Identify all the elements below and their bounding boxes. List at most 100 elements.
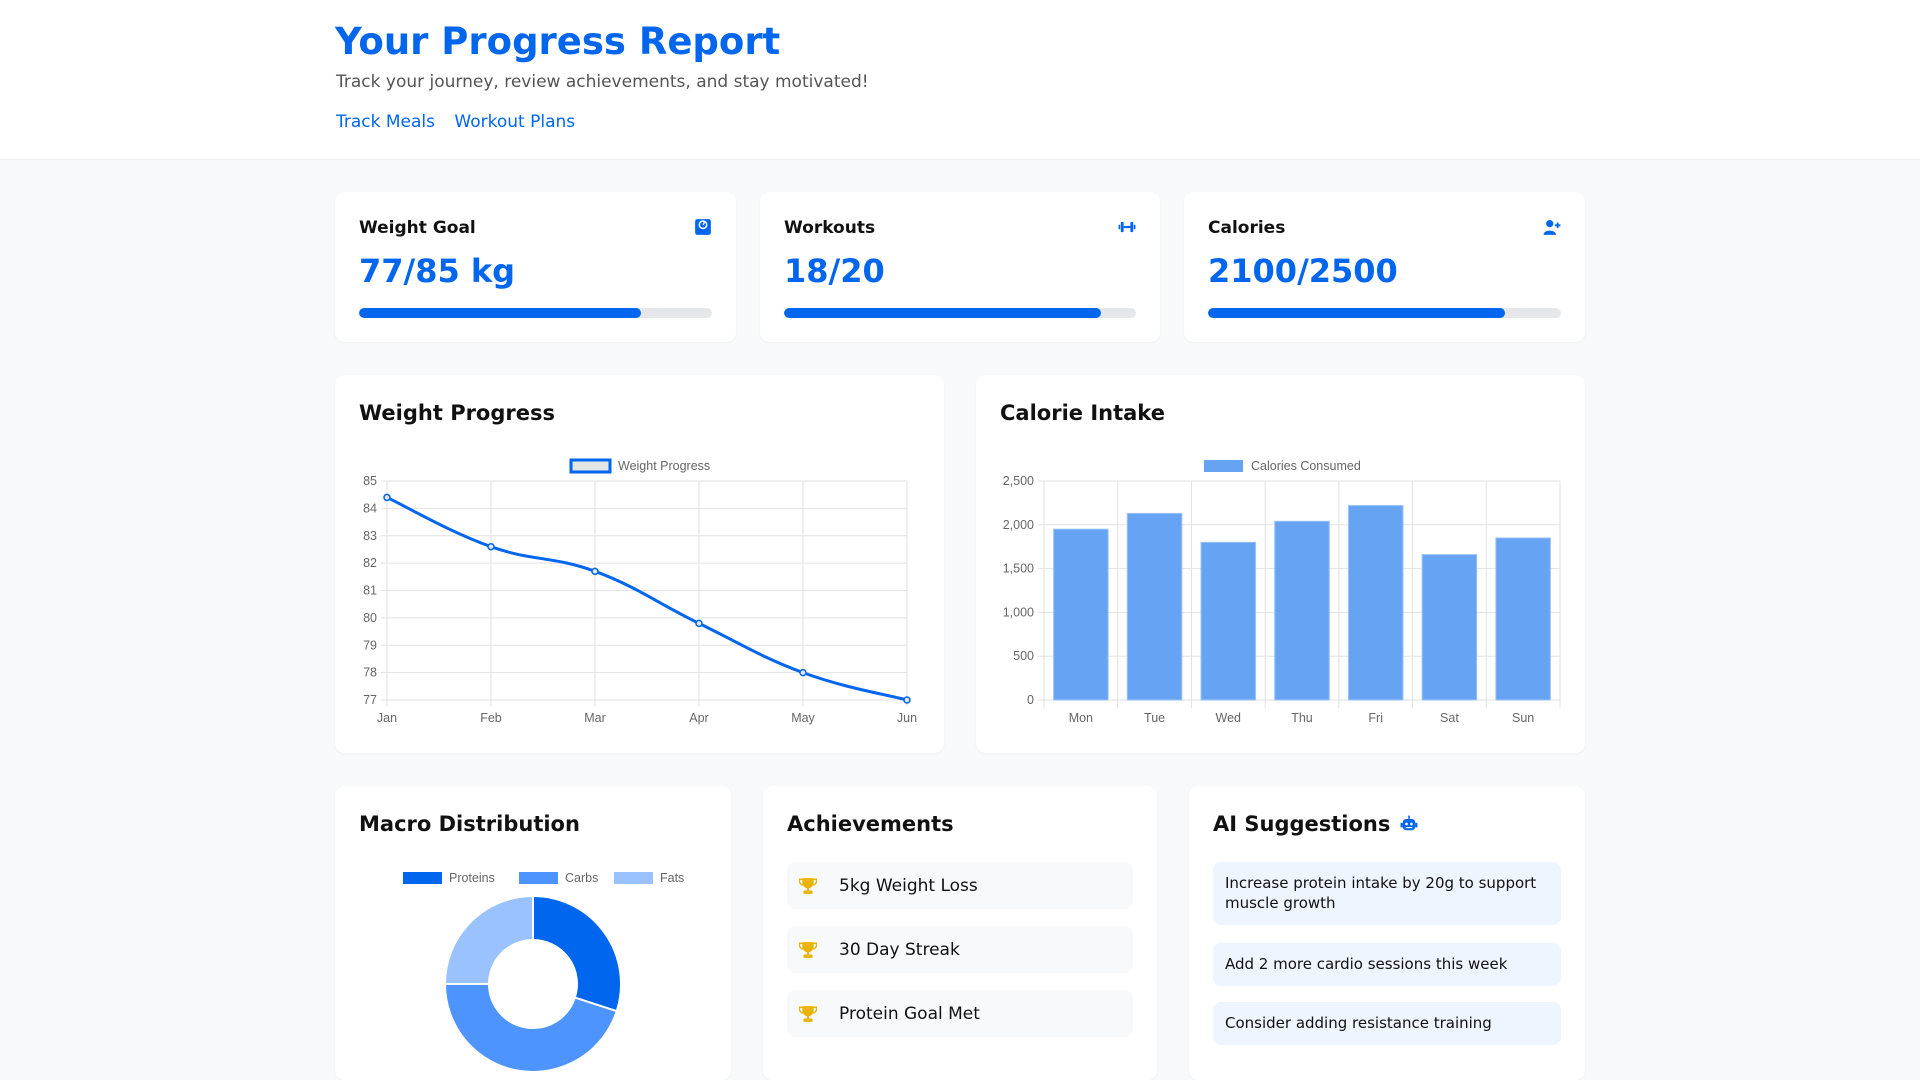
stat-value: 2100/2500 — [1208, 252, 1398, 290]
progress-bar — [1208, 308, 1561, 318]
x-tick-label: Wed — [1216, 711, 1242, 725]
x-tick-label: Apr — [689, 711, 708, 725]
stat-value: 77/85 kg — [359, 252, 516, 290]
page-subtitle: Track your journey, review achievements,… — [336, 72, 869, 92]
x-tick-label: May — [791, 711, 815, 725]
data-point — [487, 542, 495, 551]
x-tick-label: Feb — [480, 711, 502, 725]
legend-swatch — [569, 458, 612, 474]
stat-card-weight-goal: Weight Goal 77/85 kg — [335, 192, 736, 342]
x-tick-label: Mon — [1069, 711, 1093, 725]
weight-scale-icon — [695, 219, 711, 235]
donut-slice-proteins — [532, 894, 622, 1013]
calorie-bar — [1200, 541, 1257, 701]
achievement-item: 30 Day Streak — [787, 926, 1133, 973]
x-tick-label: Tue — [1144, 711, 1165, 725]
calorie-bar — [1053, 528, 1109, 701]
progress-fill — [359, 308, 642, 318]
progress-fill — [784, 308, 1101, 318]
y-tick-label: 80 — [363, 611, 377, 625]
data-point — [383, 493, 391, 502]
data-point — [903, 696, 911, 704]
achievement-item: Protein Goal Met — [787, 990, 1133, 1037]
suggestion-item: Add 2 more cardio sessions this week — [1213, 943, 1561, 986]
ai-suggestions-card: AI Suggestions Increase protein intake b… — [1189, 786, 1585, 1080]
suggestion-item: Consider adding resistance training — [1213, 1002, 1561, 1045]
y-tick-label: 84 — [363, 501, 377, 515]
stat-card-calories: Calories 2100/2500 — [1184, 192, 1585, 342]
page-header: Your Progress Report Track your journey,… — [0, 0, 1920, 160]
dumbbell-icon — [1118, 221, 1136, 233]
macro-donut-chart: Proteins Carbs Fats — [403, 871, 684, 1073]
x-tick-label: Jan — [377, 711, 397, 725]
macro-distribution-card: Macro Distribution Proteins Carbs Fats — [335, 786, 731, 1080]
stat-title: Calories — [1208, 218, 1286, 238]
calorie-bar — [1274, 520, 1330, 701]
track-meals-link[interactable]: Track Meals — [336, 112, 436, 132]
y-tick-label: 78 — [363, 666, 377, 680]
legend-label: Calories Consumed — [1251, 459, 1361, 473]
legend-label: Weight Progress — [618, 459, 710, 473]
card-title: Weight Progress — [359, 401, 555, 425]
calorie-bar — [1495, 537, 1551, 701]
y-tick-label: 83 — [363, 529, 377, 543]
x-tick-label: Sun — [1512, 711, 1534, 725]
data-point — [591, 567, 599, 576]
donut-slice-carbs — [443, 983, 618, 1073]
x-tick-label: Jun — [897, 711, 917, 725]
stat-title: Workouts — [784, 218, 876, 238]
weight-line — [386, 496, 908, 702]
y-tick-label: 79 — [363, 638, 377, 652]
calorie-bar — [1347, 505, 1404, 701]
trophy-icon — [799, 941, 817, 958]
robot-icon — [1400, 815, 1418, 831]
progress-fill — [1208, 308, 1505, 318]
legend-label: Carbs — [565, 871, 598, 885]
legend-label: Proteins — [449, 871, 495, 885]
y-tick-label: 1,000 — [1003, 605, 1034, 619]
progress-bar — [359, 308, 712, 318]
achievement-item: 5kg Weight Loss — [787, 862, 1133, 909]
achievement-label: 30 Day Streak — [839, 939, 960, 960]
trophy-icon — [799, 1005, 817, 1022]
achievement-label: Protein Goal Met — [839, 1003, 980, 1024]
stat-value: 18/20 — [784, 252, 885, 290]
ai-title-text: AI Suggestions — [1213, 812, 1391, 836]
data-point — [695, 619, 703, 628]
donut-slice-fats — [443, 894, 534, 985]
workout-plans-link[interactable]: Workout Plans — [454, 112, 576, 132]
legend-label: Fats — [660, 871, 684, 885]
page-title: Your Progress Report — [335, 20, 781, 63]
y-tick-label: 1,500 — [1003, 562, 1034, 576]
card-title: Macro Distribution — [359, 812, 580, 836]
x-tick-label: Fri — [1368, 711, 1383, 725]
card-title: Achievements — [787, 812, 954, 836]
y-tick-label: 2,000 — [1003, 518, 1034, 532]
stat-title: Weight Goal — [359, 218, 476, 238]
legend-swatch — [403, 872, 442, 884]
card-title: AI Suggestions — [1213, 812, 1418, 836]
x-tick-label: Mar — [584, 711, 606, 725]
progress-bar — [784, 308, 1136, 318]
legend-swatch — [519, 872, 558, 884]
achievements-card: Achievements 5kg Weight Loss 30 Day Strea… — [763, 786, 1157, 1080]
trophy-icon — [799, 877, 817, 894]
card-title: Calorie Intake — [1000, 401, 1165, 425]
header-nav: Track Meals Workout Plans — [336, 112, 589, 132]
y-tick-label: 85 — [363, 474, 377, 488]
y-tick-label: 0 — [1027, 693, 1034, 707]
y-tick-label: 2,500 — [1003, 474, 1034, 488]
x-tick-label: Sat — [1440, 711, 1459, 725]
y-tick-label: 82 — [363, 556, 377, 570]
calorie-intake-card: Calorie Intake 2,500 2,000 1,500 1,000 500 0 M… — [976, 375, 1585, 753]
legend-swatch — [614, 872, 653, 884]
user-plus-icon — [1543, 220, 1561, 235]
calorie-bar — [1126, 512, 1183, 701]
suggestion-item: Increase protein intake by 20g to suppor… — [1213, 862, 1561, 925]
y-tick-label: 500 — [1013, 649, 1034, 663]
weight-progress-card: Weight Progress 85 84 83 82 81 80 79 78 77 Jan Feb… — [335, 375, 944, 753]
y-tick-label: 81 — [363, 584, 377, 598]
data-point — [799, 668, 807, 677]
achievement-label: 5kg Weight Loss — [839, 875, 978, 896]
